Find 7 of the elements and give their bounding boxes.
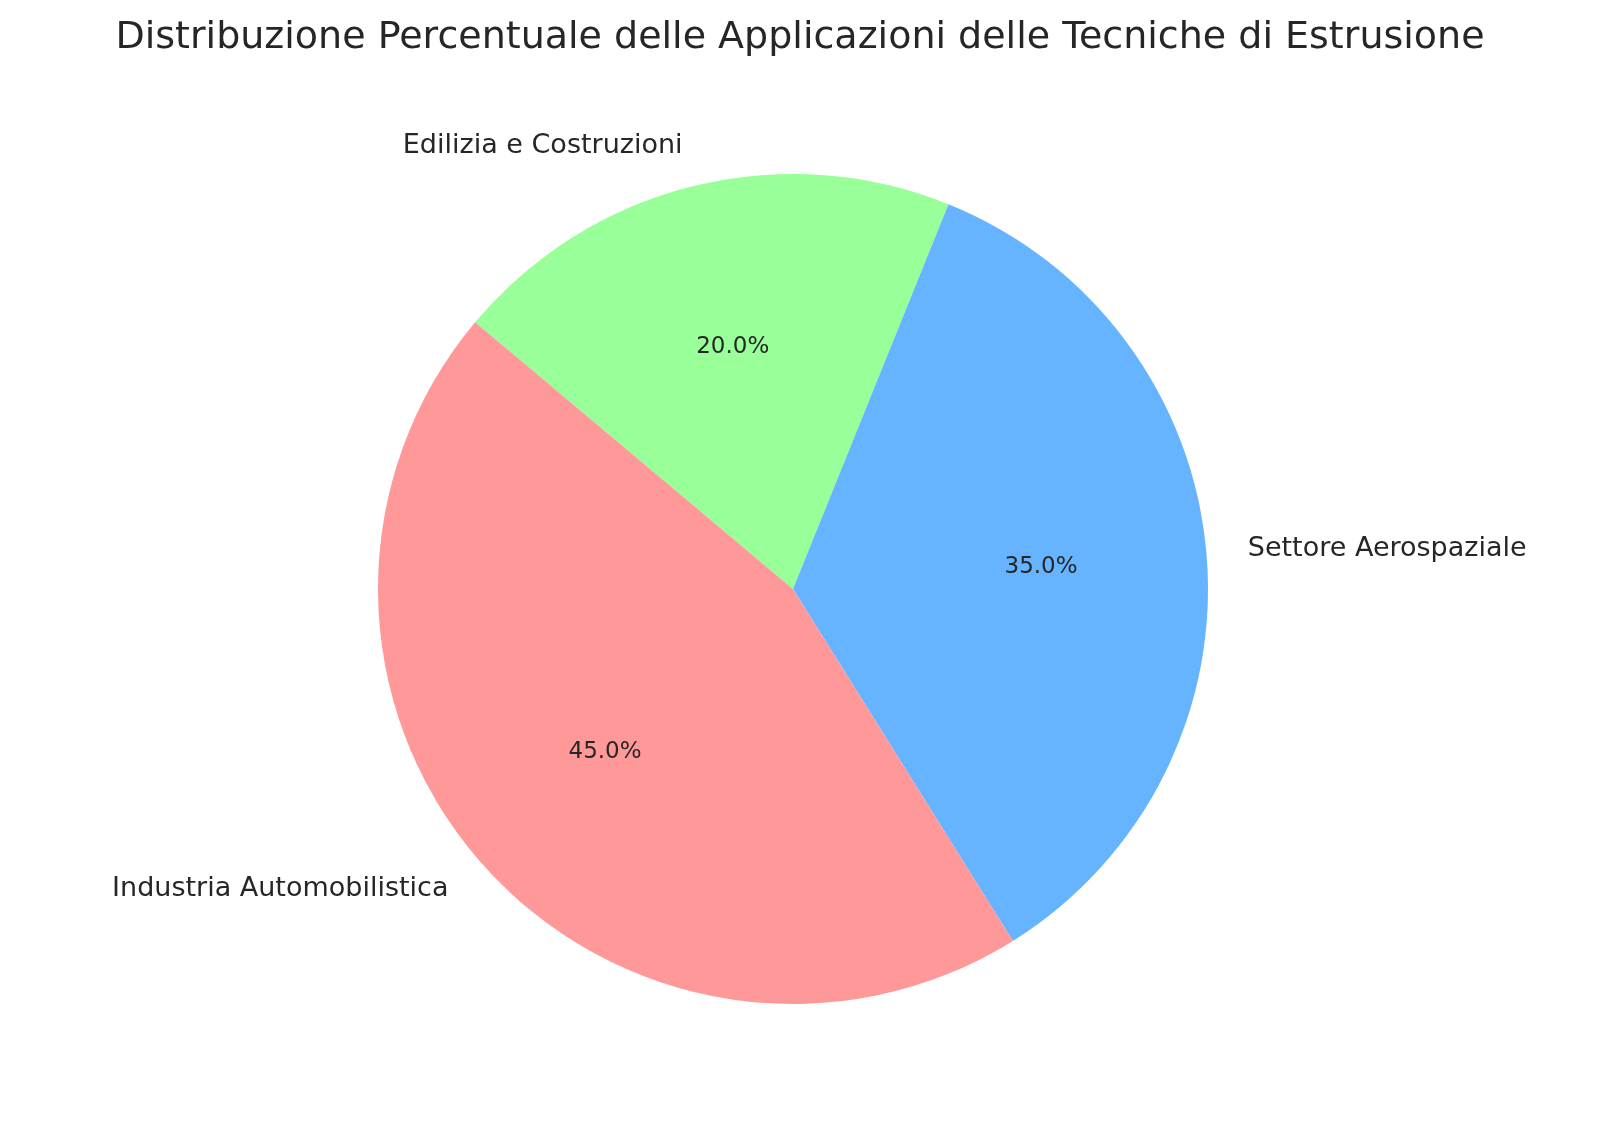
slice-label: Edilizia e Costruzioni [402, 128, 683, 160]
slice-label: Settore Aerospaziale [1247, 531, 1527, 563]
data-label: 35.0% [1004, 552, 1078, 579]
data-label: 45.0% [568, 737, 642, 764]
slice-label: Industria Automobilistica [112, 870, 449, 902]
chart-title: Distribuzione Percentuale delle Applicazioni delle Tecniche di Estrusione [115, 12, 1485, 57]
data-label: 20.0% [696, 332, 770, 359]
